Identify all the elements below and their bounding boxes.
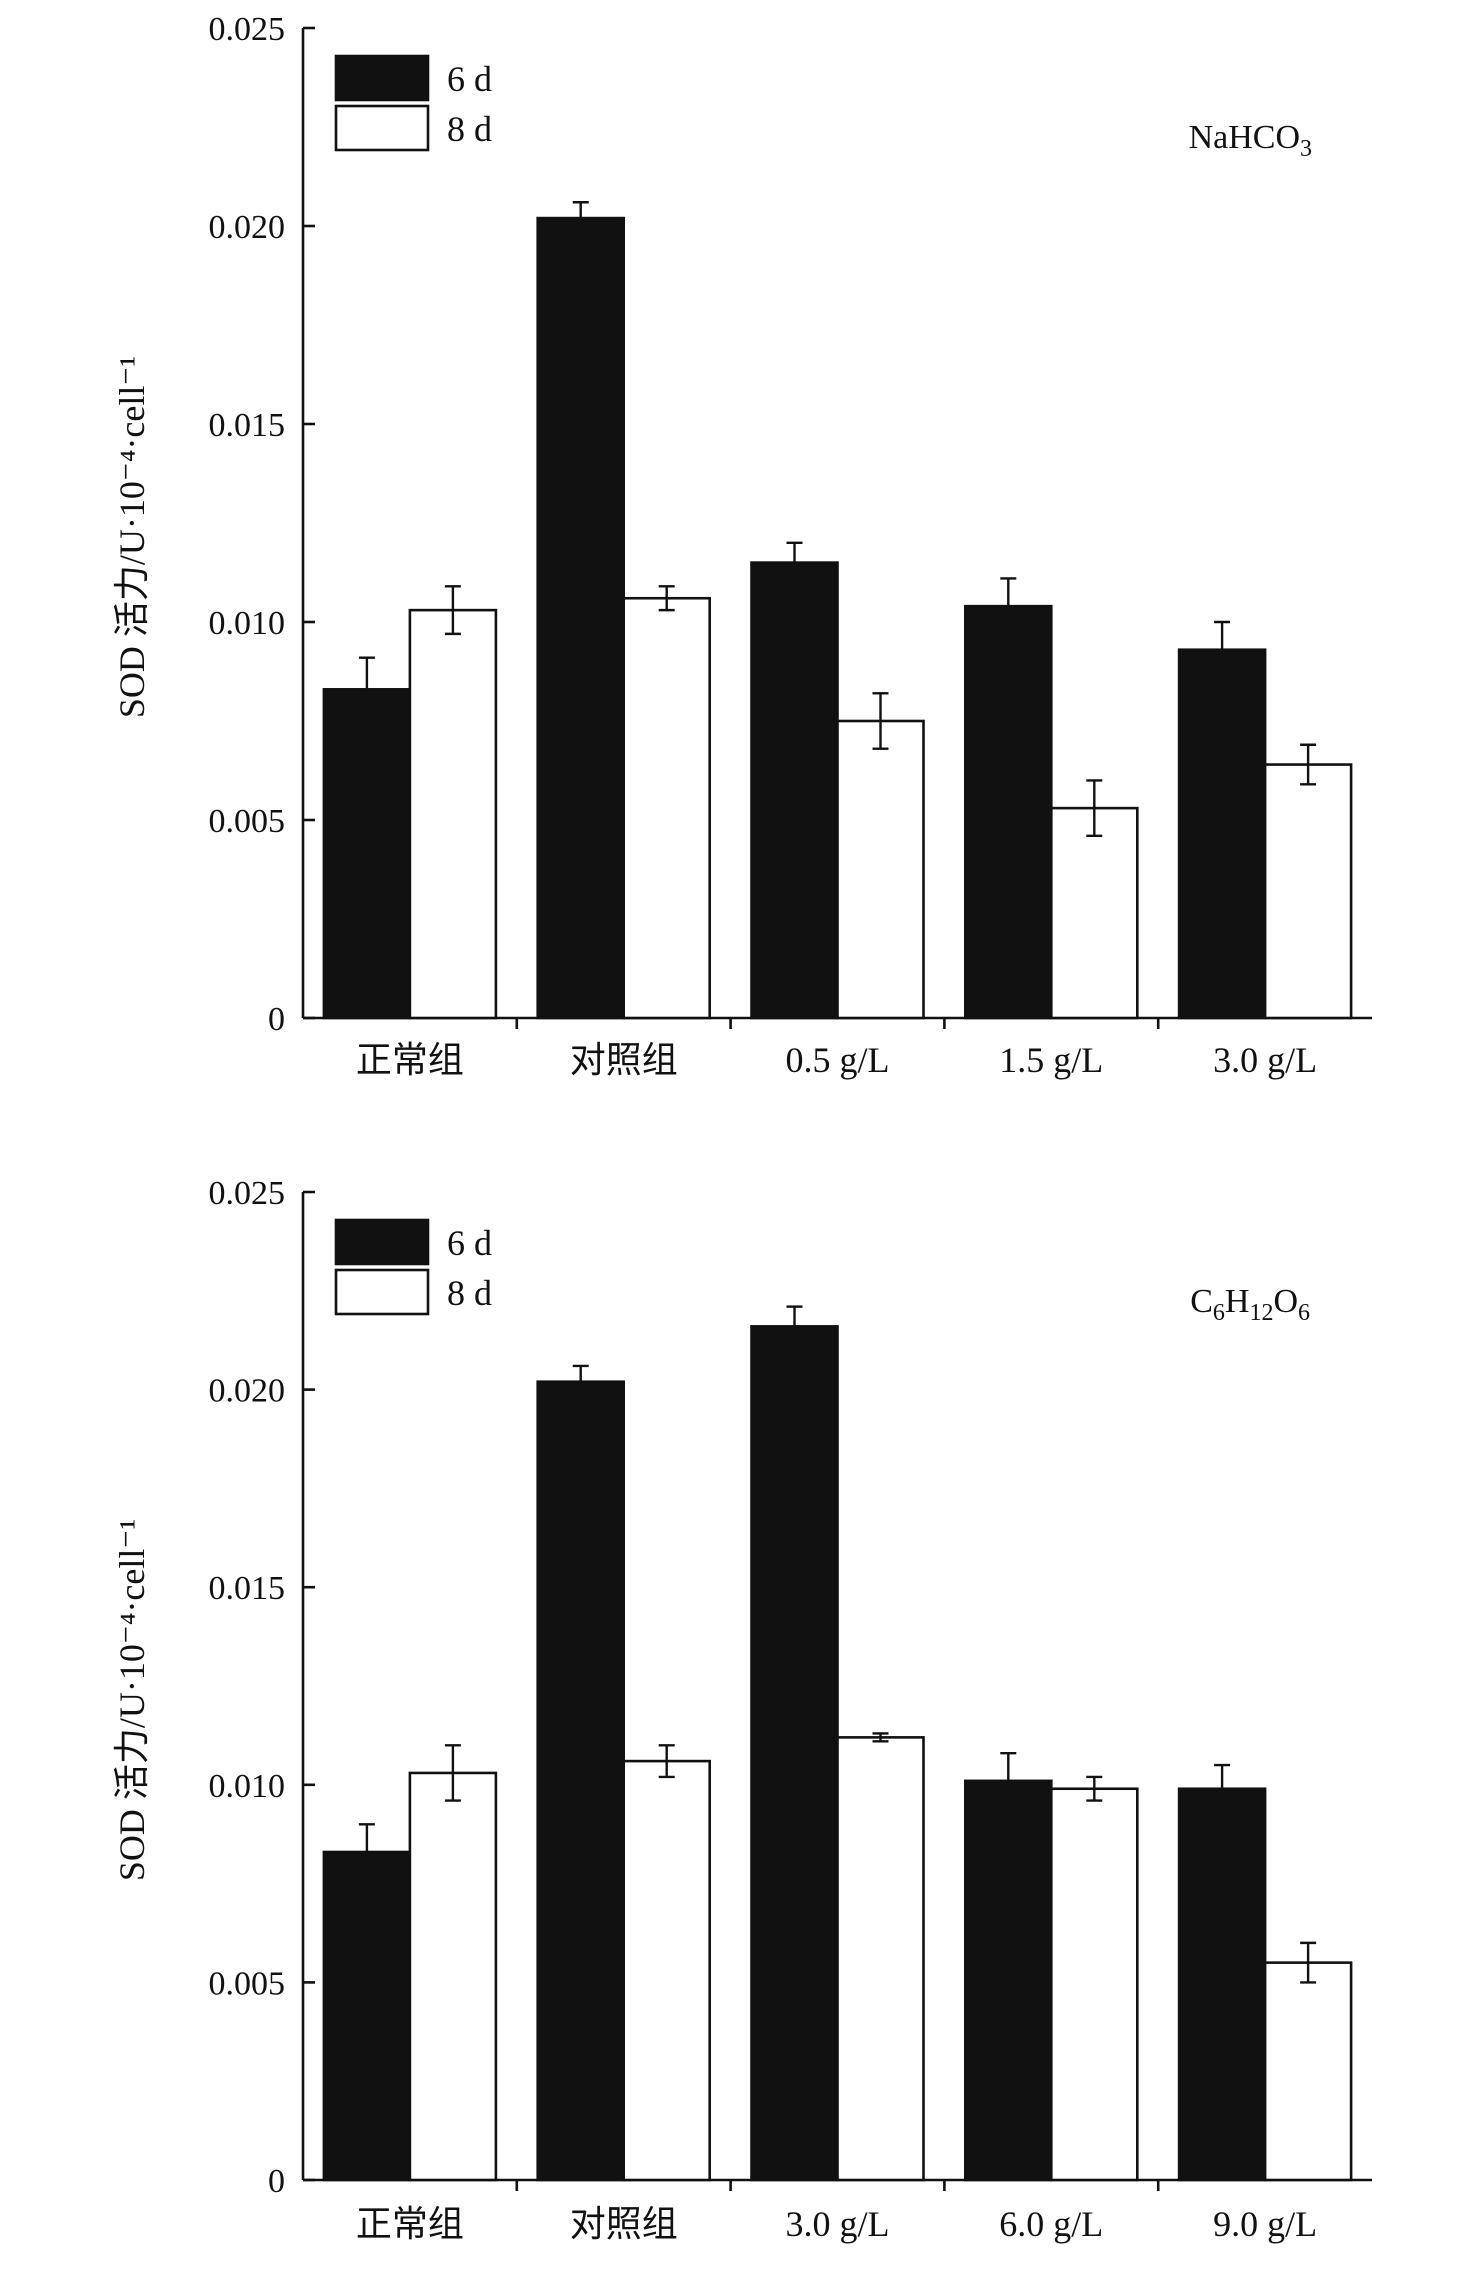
bar-8d xyxy=(1263,1961,1353,2182)
y-axis-title: SOD 活力/U·10⁻⁴·cell⁻¹ xyxy=(112,356,152,718)
bar-6d xyxy=(963,604,1053,1020)
y-axis-title: SOD 活力/U·10⁻⁴·cell⁻¹ xyxy=(112,1519,152,1881)
category-label: 3.0 g/L xyxy=(1213,1040,1317,1080)
category-label: 对照组 xyxy=(570,2204,678,2244)
bar-8d xyxy=(622,596,712,1020)
bar-6d xyxy=(963,1779,1053,2182)
chart-panel-2: 0 0.005 0.010 0.015 0.020 0.025 SOD 活力/U·10⁻⁴·… xyxy=(112,1175,1372,2244)
bar-6d xyxy=(536,1380,626,2182)
bar-6d xyxy=(536,216,626,1020)
category-label: 0.5 g/L xyxy=(786,1040,890,1080)
bar-8d xyxy=(622,1759,712,2182)
y-tick-label: 0.025 xyxy=(209,11,286,48)
y-tick-label: 0.020 xyxy=(209,209,286,246)
y-tick-label: 0.010 xyxy=(209,605,286,642)
legend-swatch-8d xyxy=(334,1268,430,1316)
bar-8d xyxy=(1050,806,1139,1020)
y-tick-label: 0.020 xyxy=(209,1373,286,1410)
legend-label: 6 d xyxy=(447,1223,492,1263)
y-tick-label: 0.025 xyxy=(209,1175,286,1212)
legend-swatch-6d xyxy=(334,54,430,102)
category-label: 3.0 g/L xyxy=(786,2204,890,2244)
legend-label: 6 d xyxy=(447,59,492,99)
bar-6d xyxy=(750,1325,839,2182)
legend-swatch-6d xyxy=(334,1218,430,1266)
y-tick-label: 0.005 xyxy=(209,803,286,840)
panel-annotation: C6H12O6 xyxy=(1190,1283,1310,1326)
y-tick-label: 0.005 xyxy=(209,1965,286,2002)
bar-8d xyxy=(1050,1787,1139,2182)
y-tick-label: 0 xyxy=(268,1001,285,1038)
bar-8d xyxy=(408,608,498,1020)
y-tick-label: 0 xyxy=(268,2163,285,2200)
bar-6d xyxy=(1177,1787,1267,2182)
category-label: 9.0 g/L xyxy=(1213,2204,1317,2244)
legend-label: 8 d xyxy=(447,1273,492,1313)
bar-8d xyxy=(836,719,925,1020)
panel-annotation: NaHCO3 xyxy=(1189,119,1312,162)
category-label: 6.0 g/L xyxy=(999,2204,1103,2244)
bar-6d xyxy=(322,1850,412,2182)
bar-8d xyxy=(408,1771,498,2182)
category-label: 正常组 xyxy=(356,1040,464,1080)
category-label: 对照组 xyxy=(570,1040,678,1080)
legend-swatch-8d xyxy=(334,104,430,152)
y-tick-label: 0.015 xyxy=(209,407,286,444)
bar-6d xyxy=(1177,648,1267,1020)
bar-6d xyxy=(322,688,412,1020)
category-label: 1.5 g/L xyxy=(999,1040,1103,1080)
y-tick-label: 0.015 xyxy=(209,1570,286,1607)
y-tick-label: 0.010 xyxy=(209,1768,286,1805)
chart-panel-1: 0 0.005 0.010 0.015 0.020 0.025 SOD 活力/U·10⁻⁴·… xyxy=(112,11,1372,1080)
bar-8d xyxy=(836,1736,925,2182)
bar-6d xyxy=(750,561,839,1020)
bar-8d xyxy=(1263,763,1353,1020)
category-label: 正常组 xyxy=(356,2204,464,2244)
legend-label: 8 d xyxy=(447,109,492,149)
